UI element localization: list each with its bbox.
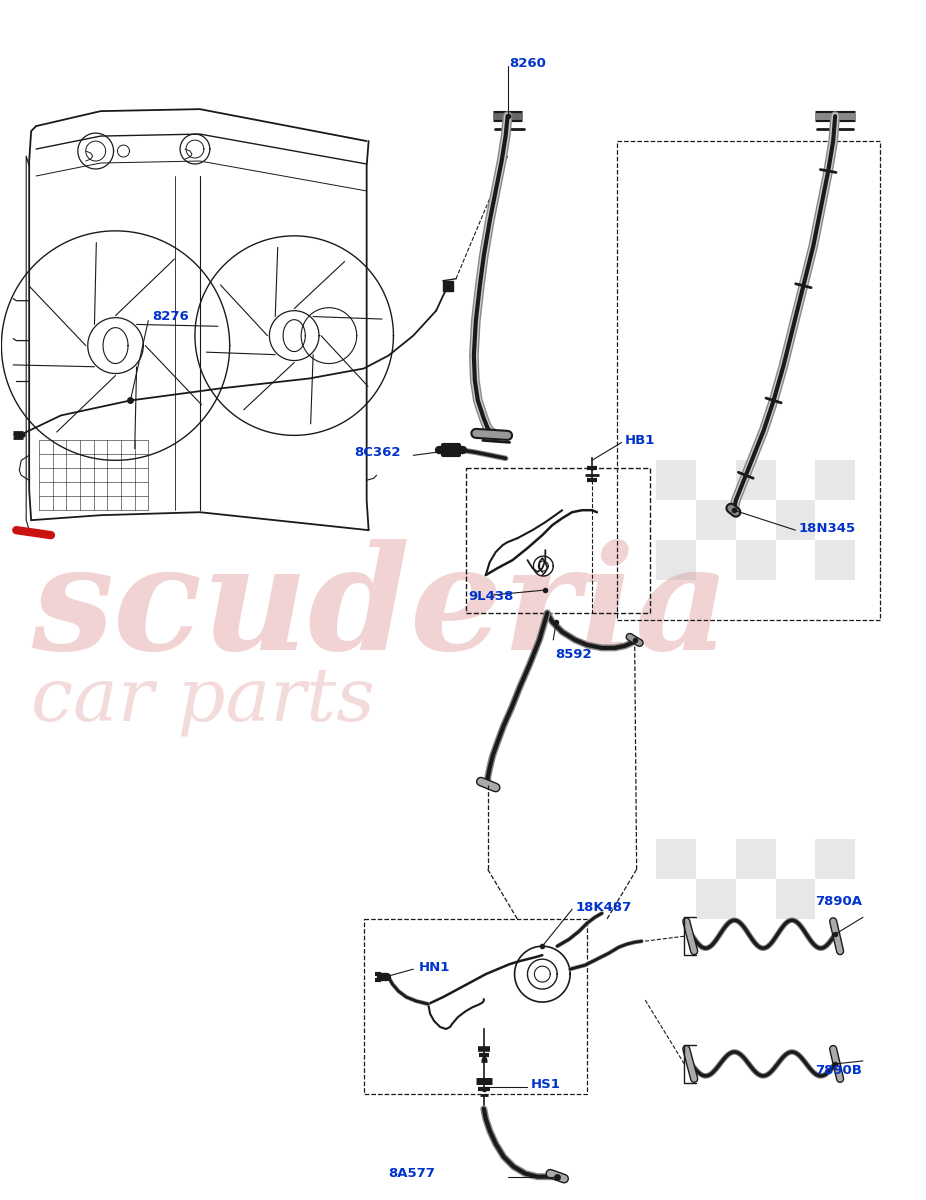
- Bar: [364, 919, 587, 1094]
- Text: HS1: HS1: [531, 1079, 560, 1091]
- Text: 8592: 8592: [556, 648, 592, 661]
- Bar: [736, 540, 776, 580]
- Bar: [776, 880, 815, 919]
- Bar: [815, 461, 855, 500]
- Bar: [657, 540, 696, 580]
- Text: 9L438: 9L438: [468, 589, 513, 602]
- Text: HN1: HN1: [419, 961, 450, 973]
- Bar: [776, 500, 815, 540]
- Bar: [657, 840, 696, 880]
- Bar: [696, 880, 736, 919]
- Text: scuderia: scuderia: [31, 539, 730, 680]
- Text: 18N345: 18N345: [798, 522, 856, 535]
- Text: 8276: 8276: [152, 310, 189, 323]
- Bar: [617, 142, 880, 620]
- Text: 7890B: 7890B: [815, 1064, 862, 1078]
- Bar: [815, 840, 855, 880]
- Text: HB1: HB1: [625, 434, 655, 446]
- Text: 18K487: 18K487: [575, 901, 632, 913]
- Bar: [657, 461, 696, 500]
- Bar: [466, 468, 649, 613]
- Text: 8260: 8260: [509, 56, 546, 70]
- Text: 7890A: 7890A: [815, 895, 862, 908]
- Bar: [696, 500, 736, 540]
- Text: 8C362: 8C362: [354, 446, 400, 458]
- Bar: [736, 461, 776, 500]
- Bar: [736, 840, 776, 880]
- Bar: [815, 540, 855, 580]
- Text: car parts: car parts: [31, 664, 375, 736]
- Text: 8A577: 8A577: [389, 1168, 435, 1180]
